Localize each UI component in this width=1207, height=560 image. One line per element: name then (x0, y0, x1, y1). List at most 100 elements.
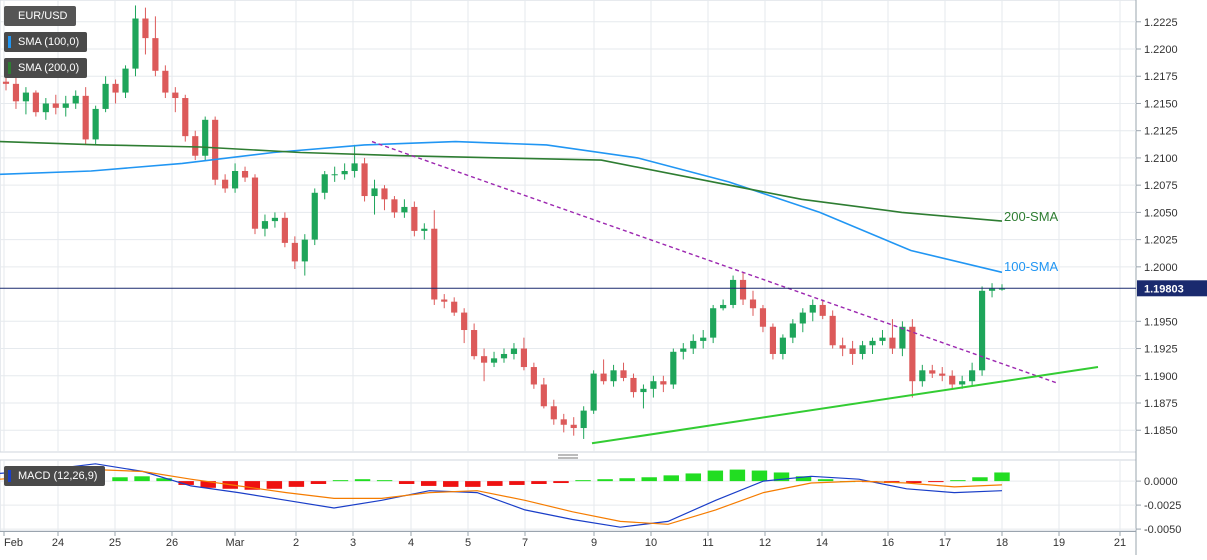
x-tick-label: Feb (4, 537, 23, 549)
candle-body (779, 337, 786, 354)
candle-body (301, 239, 308, 262)
candle-body (998, 288, 1006, 290)
x-tick-label: Mar (226, 537, 245, 549)
candle-body (202, 119, 209, 156)
last-price-badge (1137, 280, 1207, 297)
sma100-label[interactable]: SMA (100,0) (4, 32, 88, 52)
candle-body (261, 221, 269, 229)
candle-body (939, 373, 946, 376)
y-tick-label: 1.2100 (1144, 153, 1178, 165)
x-tick-label: 21 (1114, 537, 1126, 549)
macd-histogram-bar (773, 472, 790, 482)
symbol-label[interactable]: EUR/USD (4, 6, 76, 26)
symbol-swatch (8, 10, 11, 22)
sma100-line (0, 140, 1003, 274)
macd-histogram-bar (928, 481, 944, 483)
macd-tick-label: -0.0050 (1144, 524, 1181, 536)
candle-body (869, 340, 876, 346)
candle-body (550, 406, 557, 420)
candle-body (431, 228, 438, 300)
candle-body (490, 358, 498, 363)
x-tick-label: 19 (1053, 537, 1065, 549)
candle-body (72, 95, 79, 104)
sma200-line (0, 140, 1003, 222)
candle-body (142, 18, 149, 39)
macd-histogram-bar (641, 477, 657, 482)
candle-body (411, 206, 418, 231)
candle-body (321, 174, 328, 193)
candle-body (978, 290, 986, 371)
macd-text: MACD (12,26,9) (18, 470, 98, 482)
macd-histogram-bar (134, 476, 150, 482)
candle-body (451, 301, 458, 313)
candle-body (12, 83, 20, 102)
candle-body (620, 370, 627, 378)
candle-body (52, 103, 59, 108)
y-tick-label: 1.2200 (1144, 44, 1178, 56)
candle-body (919, 370, 926, 382)
x-tick-label: 14 (816, 537, 828, 549)
candle-body (879, 337, 886, 341)
macd-histogram-bar (178, 481, 194, 485)
candle-body (401, 206, 408, 213)
candle-body (42, 103, 49, 113)
macd-histogram-bar (398, 481, 415, 484)
candle-body (570, 424, 577, 429)
y-tick-label: 1.1875 (1144, 398, 1178, 410)
candle-body (480, 356, 488, 363)
y-tick-label: 1.2000 (1144, 262, 1178, 274)
candle-body (829, 315, 836, 346)
candle-body (22, 92, 30, 102)
candle-body (341, 170, 348, 175)
macd-histogram-bar (487, 481, 503, 486)
x-tick-label: 18 (996, 537, 1008, 549)
x-tick-label: 10 (645, 537, 657, 549)
candle-body (849, 348, 856, 354)
candle-body (739, 279, 747, 300)
candle-body (471, 330, 478, 357)
x-tick-label: 24 (52, 537, 64, 549)
candle-body (102, 83, 109, 109)
macd-histogram-bar (420, 481, 437, 486)
y-tick-label: 1.2050 (1144, 207, 1178, 219)
symbol-text: EUR/USD (18, 10, 68, 22)
macd-histogram-bar (509, 481, 525, 485)
candle-body (162, 70, 169, 93)
x-tick-label: 2 (293, 537, 299, 549)
candle-body (182, 98, 189, 137)
y-tick-label: 1.2225 (1144, 17, 1178, 29)
candle-body (859, 345, 866, 354)
candle-body (889, 337, 896, 349)
candle-body (769, 326, 777, 354)
y-tick-label: 1.1950 (1144, 316, 1178, 328)
candle-body (540, 384, 547, 407)
candle-body (251, 177, 259, 229)
macd-histogram-bar (156, 478, 172, 482)
macd-tick-label: 0.0000 (1144, 476, 1178, 488)
x-tick-label: 9 (591, 537, 597, 549)
candle-body (640, 388, 647, 393)
macd-label[interactable]: MACD (12,26,9) (4, 466, 106, 486)
candle-body (988, 288, 996, 291)
candle-body (520, 348, 528, 368)
candle-body (660, 381, 667, 385)
candle-body (650, 381, 657, 389)
candle-body (192, 136, 199, 156)
macd-histogram-bar (244, 481, 261, 490)
candle-body (271, 217, 279, 222)
candle-body (749, 299, 757, 309)
x-tick-label: 5 (465, 537, 471, 549)
macd-histogram-bar (465, 481, 481, 487)
candle-body (729, 279, 737, 305)
candle-body (949, 375, 956, 385)
macd-histogram-bar (906, 481, 922, 484)
candle-body (82, 95, 89, 140)
candle-body (391, 199, 398, 213)
candle-body (630, 377, 637, 393)
candle-body (2, 81, 10, 84)
candle-body (371, 188, 378, 197)
candle-body (132, 18, 139, 69)
sma200-label[interactable]: SMA (200,0) (4, 58, 88, 78)
